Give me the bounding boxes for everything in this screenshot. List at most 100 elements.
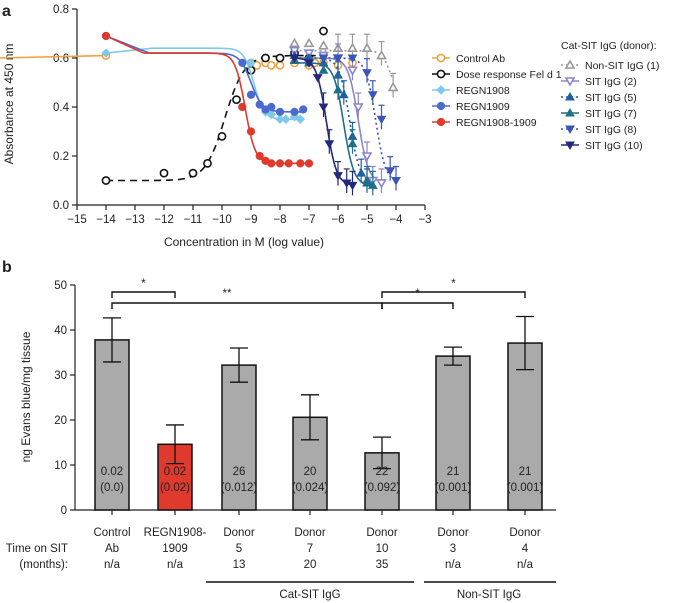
data-point	[338, 89, 349, 99]
data-point	[347, 42, 358, 53]
panel-b-ytick-label: 30	[54, 370, 67, 382]
panel-a-xtick-label: −13	[125, 214, 145, 226]
data-point	[289, 37, 300, 48]
panel-a-xlabel: Concentration in M (log value)	[164, 235, 324, 249]
bar-label-pvalue: (0.001)	[507, 482, 544, 494]
panel-a-series-regn1908	[101, 47, 306, 124]
bar-label-ratio: 21	[447, 466, 460, 478]
legend-marker	[564, 77, 576, 87]
data-point	[318, 103, 329, 113]
data-point	[246, 127, 256, 136]
data-point	[275, 60, 285, 70]
bar-label-ratio: 21	[519, 466, 532, 478]
category-label: 7	[307, 543, 313, 555]
data-point	[281, 114, 291, 124]
bar	[292, 416, 328, 511]
data-point	[319, 26, 328, 36]
bar-label-pvalue: (0.001)	[435, 482, 472, 494]
panel-a-xtick-label: −8	[273, 214, 286, 226]
panel-a-series-sit-igg-8-	[318, 54, 401, 191]
bar-label-ratio: 26	[233, 466, 246, 478]
fit-line	[323, 57, 397, 182]
data-point	[362, 175, 372, 184]
significance-bracket	[381, 291, 526, 298]
legend-marker	[436, 117, 446, 127]
data-point	[318, 54, 329, 64]
panel-a-ylabel: Absorbance at 450 nm	[2, 44, 16, 165]
fit-line-extension	[105, 47, 153, 54]
legend-label: SIT IgG (5)	[585, 92, 637, 104]
bar-label-pvalue: (0.092)	[364, 482, 401, 494]
panel-a-chart: Absorbance at 450 nm Concentration in M …	[0, 4, 660, 249]
data-point	[255, 151, 264, 161]
panel-a-series-sit-igg-10-	[289, 54, 358, 196]
category-label: Donor	[366, 527, 397, 539]
data-point	[295, 114, 306, 124]
data-point	[275, 107, 285, 117]
category-label: Donor	[437, 527, 468, 539]
data-point	[188, 168, 198, 178]
bar	[435, 355, 471, 511]
time-on-sit-label: Time on SIT	[6, 543, 68, 555]
panel-b-ylabel: ng Evans blue/mg tissue	[19, 331, 33, 462]
data-point	[361, 42, 373, 53]
panel-a-ytick-label: 0.4	[53, 102, 70, 114]
data-point	[238, 102, 247, 112]
category-label: 5	[236, 543, 242, 555]
panel-a-ytick-label: 0.2	[53, 151, 69, 163]
fit-line	[294, 57, 368, 180]
legend-label: Non-SIT IgG (1)	[585, 60, 660, 72]
bar-label-pvalue: (0.024)	[292, 482, 329, 494]
panel-b-ytick-label: 10	[54, 460, 67, 472]
data-point	[275, 53, 285, 63]
time-on-sit-value: 35	[376, 559, 389, 571]
time-on-sit-value: 20	[304, 559, 317, 571]
data-point	[203, 158, 212, 168]
fit-line-extension	[105, 35, 145, 54]
legend-label: SIT IgG (10)	[585, 140, 643, 152]
data-point	[217, 131, 227, 141]
category-label: Donor	[294, 527, 325, 539]
fit-line	[143, 52, 309, 165]
data-point	[266, 60, 276, 70]
category-label: Control	[93, 527, 130, 539]
data-point	[362, 69, 372, 78]
panel-b-chart: ng Evans blue/mg tissue Time on SIT (mon…	[6, 278, 556, 601]
data-point	[275, 159, 285, 168]
legend-label: SIT IgG (2)	[585, 76, 637, 88]
data-point	[304, 59, 314, 68]
panel-a-series-regn1909	[101, 31, 308, 117]
data-point	[246, 58, 256, 68]
panel-letter-a: a	[2, 3, 11, 20]
panel-a-xtick-label: −10	[212, 214, 232, 226]
data-point	[296, 159, 305, 168]
panel-a-xtick-label: −6	[331, 214, 344, 226]
data-point	[356, 168, 367, 177]
fit-line	[152, 47, 301, 120]
panel-a-ytick-label: 0.0	[53, 200, 69, 212]
legend-marker	[565, 141, 575, 151]
group-label-cat-sit: Cat-SIT IgG	[279, 589, 340, 601]
data-point	[347, 66, 358, 76]
data-point	[333, 54, 343, 64]
panel-a-xtick-label: −11	[184, 214, 203, 226]
category-label: 3	[450, 543, 456, 555]
data-point	[347, 54, 358, 64]
data-point	[312, 74, 323, 83]
data-point	[232, 95, 241, 105]
data-point	[387, 81, 399, 92]
legend-marker	[436, 85, 446, 95]
time-on-sit-value: n/a	[517, 559, 534, 571]
legend-label: REGN1908	[456, 85, 510, 97]
panel-a-series-regn1908-1909	[101, 31, 314, 168]
data-point	[303, 37, 315, 48]
data-point	[266, 109, 277, 120]
data-point	[361, 152, 373, 162]
data-point	[324, 140, 335, 149]
group-label-non-sit: Non-SIT IgG	[457, 589, 521, 601]
panel-letter-b: b	[2, 259, 12, 276]
legend-marker	[565, 125, 575, 135]
data-point	[352, 103, 364, 113]
bar-label-ratio: 0.02	[164, 466, 186, 478]
